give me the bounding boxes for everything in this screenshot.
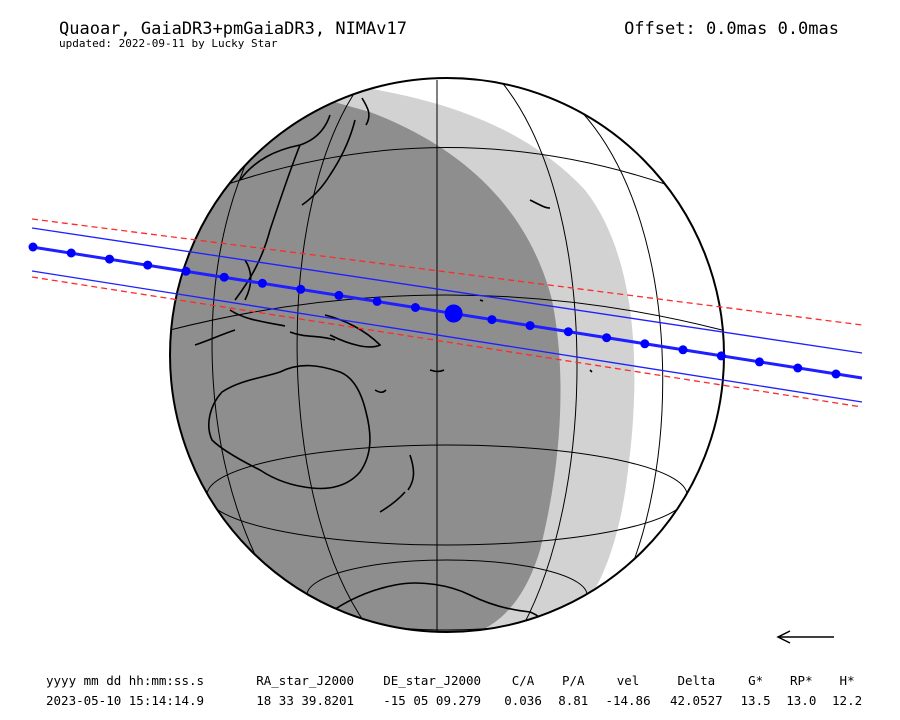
time-marker-dot — [716, 351, 726, 361]
table-header-row: yyyy mm dd hh:mm:ss.s RA_star_J2000 DE_s… — [40, 672, 870, 689]
value-g: 13.5 — [740, 693, 771, 708]
lower-error-limit — [31, 276, 863, 408]
value-vel: -14.86 — [605, 693, 651, 708]
header-de: DE_star_J2000 — [383, 673, 482, 688]
time-marker-dot — [257, 278, 267, 288]
time-marker-dot — [372, 296, 382, 306]
header-vel: vel — [616, 673, 640, 688]
time-marker-dot — [181, 266, 191, 276]
value-de: -15 05 09.279 — [383, 693, 482, 708]
time-marker-dot — [487, 315, 497, 325]
value-ca: 0.036 — [504, 693, 542, 708]
header-rp: RP* — [790, 673, 813, 688]
upper-shadow-limit — [31, 227, 863, 354]
value-h: 12.2 — [832, 693, 863, 708]
lower-shadow-limit — [31, 270, 863, 403]
header-h: H* — [839, 673, 855, 688]
header-datetime: yyyy mm dd hh:mm:ss.s — [46, 673, 205, 688]
time-marker-dot — [602, 333, 612, 343]
value-rp: 13.0 — [786, 693, 817, 708]
time-marker-dot — [334, 290, 344, 300]
header-ca: C/A — [511, 673, 535, 688]
time-marker-dot — [296, 284, 306, 294]
time-marker-dot — [28, 242, 38, 252]
header-pa: P/A — [561, 673, 585, 688]
time-marker-dot — [525, 321, 535, 331]
left-arrow-icon — [776, 630, 834, 644]
header-g: G* — [748, 673, 764, 688]
time-marker-dot — [219, 272, 229, 282]
occultation-map — [28, 77, 863, 644]
event-data-table: yyyy mm dd hh:mm:ss.s RA_star_J2000 DE_s… — [40, 672, 870, 709]
map-subtitle: updated: 2022-09-11 by Lucky Star — [59, 37, 278, 50]
offset-readout: Offset: 0.0mas 0.0mas — [624, 19, 839, 39]
time-marker-dot — [105, 254, 114, 264]
value-ra: 18 33 39.8201 — [256, 693, 355, 708]
time-marker-dot — [563, 327, 573, 337]
time-marker-dot — [410, 303, 420, 312]
table-value-row: 2023-05-10 15:14:14.9 18 33 39.8201 -15 … — [40, 689, 870, 709]
time-marker-dot — [143, 260, 153, 270]
time-marker-dot — [66, 248, 76, 258]
time-marker-dot — [678, 345, 688, 355]
header-delta: Delta — [677, 673, 716, 688]
header-ra: RA_star_J2000 — [256, 673, 355, 688]
time-marker-dot — [793, 363, 803, 373]
night-shadow — [170, 80, 561, 632]
time-marker-dot — [755, 357, 764, 367]
value-delta: 42.0527 — [669, 693, 723, 708]
time-marker-dot — [831, 369, 841, 379]
value-datetime: 2023-05-10 15:14:14.9 — [46, 693, 205, 708]
time-marker-dot — [640, 339, 650, 349]
map-title: Quaoar, GaiaDR3+pmGaiaDR3, NIMAv17 — [59, 19, 407, 39]
value-pa: 8.81 — [558, 693, 589, 708]
closest-approach-marker — [444, 304, 463, 323]
